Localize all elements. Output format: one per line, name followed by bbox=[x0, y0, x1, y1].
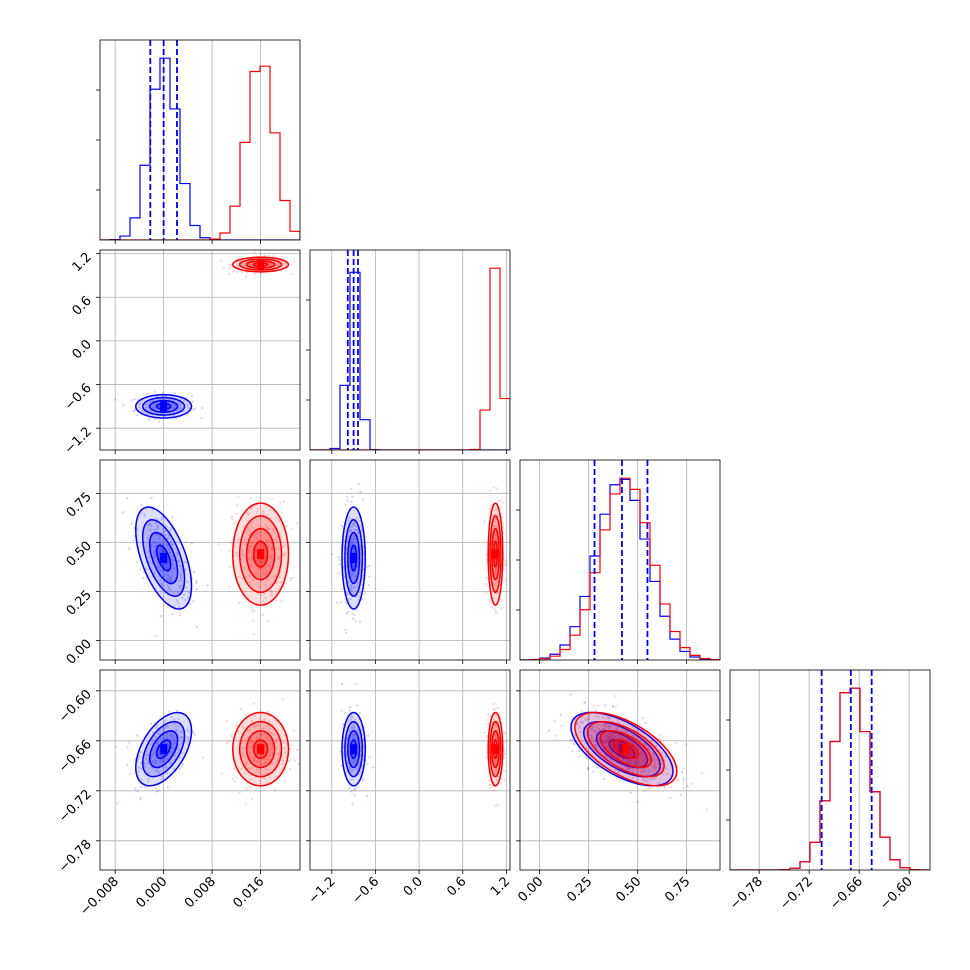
y-tick-label: −1.2 bbox=[62, 424, 95, 457]
density-peak-blue bbox=[160, 401, 168, 412]
panel-frame bbox=[729, 669, 931, 871]
panel-1-0: −1.2 −0.6 0.0 0.6 1.2 bbox=[62, 249, 301, 457]
panel-frame bbox=[519, 459, 721, 661]
panel-3-0: −0.78 −0.72 −0.66 −0.60 −0.008 0.000 0.008 0.01… bbox=[56, 669, 301, 919]
panel-frame bbox=[309, 249, 511, 451]
y-tick-label: 0.25 bbox=[64, 588, 95, 619]
panel-1-1 bbox=[306, 249, 511, 454]
x-tick-label: 0.0 bbox=[401, 874, 426, 899]
panel-frame bbox=[309, 459, 511, 661]
histogram-red bbox=[520, 477, 720, 660]
x-tick-label: −0.78 bbox=[727, 874, 766, 913]
density-peak-red bbox=[491, 744, 499, 755]
x-tick-label: 0.008 bbox=[182, 874, 219, 911]
x-tick-label: −0.60 bbox=[877, 874, 916, 913]
x-tick-label: 0.00 bbox=[515, 874, 546, 905]
histogram-red bbox=[100, 65, 300, 240]
y-tick-label: −0.6 bbox=[62, 381, 95, 414]
x-tick-label: 0.000 bbox=[134, 874, 171, 911]
panel-2-0: 0.00 0.25 0.50 0.75 bbox=[64, 459, 301, 668]
density-peak-blue bbox=[160, 744, 168, 755]
x-tick-label: −0.66 bbox=[827, 874, 866, 913]
panel-3-2: 0.00 0.25 0.50 0.75 bbox=[515, 669, 721, 905]
histogram-red bbox=[730, 687, 930, 870]
density-peak-red bbox=[622, 744, 630, 755]
x-tick-label: −0.72 bbox=[777, 874, 816, 913]
density-peak-red bbox=[491, 549, 499, 560]
density-peak-red bbox=[257, 259, 265, 270]
panel-frame bbox=[519, 669, 721, 871]
panel-frame bbox=[99, 459, 301, 661]
panel-frame bbox=[309, 669, 511, 871]
y-tick-label: 0.6 bbox=[70, 293, 95, 318]
y-tick-label: −0.60 bbox=[56, 687, 95, 726]
y-tick-label: 0.00 bbox=[64, 637, 95, 668]
density-peak-blue bbox=[350, 744, 358, 755]
x-tick-label: −1.2 bbox=[306, 874, 339, 907]
density-peak-red bbox=[257, 744, 265, 755]
x-tick-label: 0.25 bbox=[564, 874, 595, 905]
x-tick-label: 0.6 bbox=[444, 874, 469, 899]
histogram-blue bbox=[100, 57, 300, 240]
y-tick-label: 0.75 bbox=[64, 490, 95, 521]
x-tick-label: 0.50 bbox=[613, 874, 644, 905]
density-peak-blue bbox=[618, 744, 626, 755]
histogram-blue bbox=[520, 478, 720, 660]
x-tick-label: −0.6 bbox=[349, 874, 382, 907]
histogram-red bbox=[310, 267, 510, 450]
y-tick-label: 1.2 bbox=[70, 250, 95, 275]
x-tick-label: 1.2 bbox=[488, 874, 513, 899]
y-tick-label: −0.66 bbox=[56, 737, 95, 776]
panel-frame bbox=[99, 39, 301, 241]
y-tick-label: 0.50 bbox=[64, 539, 95, 570]
density-peak-red bbox=[257, 549, 265, 560]
panel-2-2 bbox=[516, 459, 721, 664]
panel-2-1 bbox=[306, 459, 511, 664]
panel-frame bbox=[99, 669, 301, 871]
panel-frame bbox=[99, 249, 301, 451]
y-tick-label: 0.0 bbox=[70, 337, 95, 362]
y-tick-label: −0.72 bbox=[56, 787, 95, 826]
panel-3-1: −1.2 −0.6 0.0 0.6 1.2 bbox=[306, 669, 513, 907]
panel-0-0 bbox=[96, 39, 301, 244]
y-tick-label: −0.78 bbox=[56, 837, 95, 876]
panel-3-3: −0.78 −0.72 −0.66 −0.60 bbox=[726, 669, 931, 913]
x-tick-label: −0.008 bbox=[77, 874, 122, 919]
x-tick-label: 0.75 bbox=[662, 874, 693, 905]
density-peak-blue bbox=[160, 553, 168, 564]
density-peak-blue bbox=[350, 553, 358, 564]
x-tick-label: 0.016 bbox=[231, 874, 268, 911]
